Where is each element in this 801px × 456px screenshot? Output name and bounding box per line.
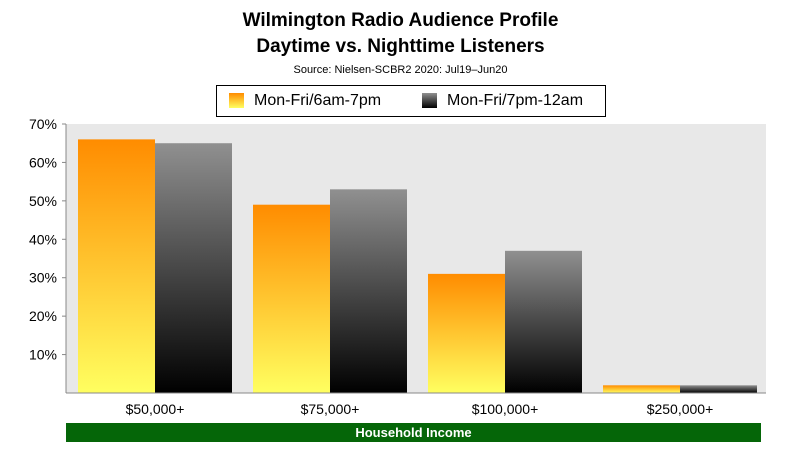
y-tick-label: 10% bbox=[29, 347, 57, 363]
x-tick-label: $100,000+ bbox=[472, 401, 539, 417]
bar-nighttime-3 bbox=[680, 385, 757, 393]
y-tick-label: 30% bbox=[29, 270, 57, 286]
y-tick-label: 50% bbox=[29, 193, 57, 209]
y-tick-label: 70% bbox=[29, 116, 57, 132]
legend-swatch-daytime bbox=[229, 93, 244, 108]
bar-nighttime-0 bbox=[155, 143, 232, 393]
bar-daytime-1 bbox=[253, 204, 330, 393]
chart-subtitle: Daytime vs. Nighttime Listeners bbox=[256, 36, 545, 57]
x-axis-title: Household Income bbox=[66, 423, 761, 442]
y-tick-label: 40% bbox=[29, 231, 57, 247]
legend-label-daytime: Mon-Fri/6am-7pm bbox=[254, 91, 382, 109]
bar-nighttime-1 bbox=[330, 189, 407, 393]
x-tick-label: $50,000+ bbox=[126, 401, 185, 417]
chart-title: Wilmington Radio Audience Profile bbox=[242, 10, 559, 31]
bar-daytime-3 bbox=[603, 385, 680, 393]
legend-item-daytime: Mon-Fri/6am-7pm bbox=[229, 86, 381, 115]
y-tick-label: 60% bbox=[29, 154, 57, 170]
x-tick-label: $250,000+ bbox=[647, 401, 714, 417]
bar-daytime-0 bbox=[78, 139, 155, 393]
legend-swatch-nighttime bbox=[422, 93, 437, 108]
legend: Mon-Fri/6am-7pm Mon-Fri/7pm-12am bbox=[216, 85, 606, 117]
chart-source: Source: Nielsen-SCBR2 2020: Jul19–Jun20 bbox=[293, 64, 508, 76]
y-tick-label: 20% bbox=[29, 308, 57, 324]
bar-daytime-2 bbox=[428, 273, 505, 393]
legend-label-nighttime: Mon-Fri/7pm-12am bbox=[447, 91, 584, 109]
bar-nighttime-2 bbox=[505, 250, 582, 393]
x-tick-label: $75,000+ bbox=[301, 401, 360, 417]
legend-item-nighttime: Mon-Fri/7pm-12am bbox=[422, 86, 583, 115]
